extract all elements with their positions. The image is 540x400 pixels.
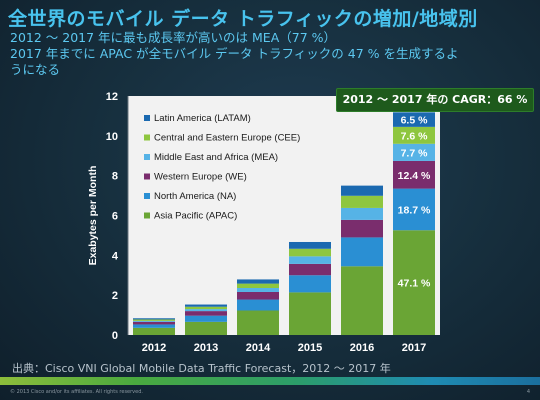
legend-label: Latin America (LATAM) [154, 113, 251, 124]
footer-color-bar [0, 377, 540, 385]
bar-segment [185, 309, 227, 312]
cagr-badge: 2012 ～ 2017 年の CAGR：66 % [336, 88, 534, 112]
data-label-2017: 47.1 % [398, 278, 431, 290]
bar-segment [393, 126, 435, 144]
y-tick-label: 6 [112, 211, 118, 223]
data-label-2017: 7.7 % [401, 147, 429, 159]
legend-swatch [144, 154, 150, 160]
bar-segment [341, 266, 383, 335]
bar-segment [237, 299, 279, 311]
bar-segment [289, 241, 331, 249]
legend-swatch [144, 134, 150, 141]
data-label-2017: 6.5 % [401, 115, 429, 127]
x-tick-label: 2012 [142, 342, 166, 354]
bar-segment [289, 275, 331, 293]
x-tick-label: 2015 [298, 342, 322, 354]
bar-segment [341, 219, 383, 238]
y-axis-title: Exabytes per Month [87, 166, 99, 266]
bar-segment [133, 321, 175, 325]
bar-segment [341, 207, 383, 220]
bar-segment [185, 304, 227, 307]
y-tick-label: 2 [112, 290, 118, 302]
legend-swatch [144, 193, 150, 199]
bar-segment [185, 315, 227, 322]
data-label-2017: 12.4 % [398, 170, 431, 182]
bar-segment [185, 311, 227, 316]
bar-segment [133, 327, 175, 335]
bar-segment [393, 112, 435, 127]
legend-label: North America (NA) [154, 191, 236, 202]
x-tick-label: 2014 [246, 342, 271, 354]
y-tick-label: 4 [112, 250, 119, 262]
data-label-2017: 7.6 % [401, 130, 429, 142]
page-number: 4 [526, 389, 530, 395]
subtitle-line-3: うになる [10, 62, 61, 77]
x-tick-label: 2017 [402, 342, 426, 354]
x-tick-label: 2016 [350, 342, 374, 354]
bar-segment [133, 324, 175, 328]
legend-label: Western Europe (WE) [154, 172, 247, 183]
data-label-2017: 18.7 % [398, 204, 431, 216]
bar-segment [341, 185, 383, 196]
bar-segment [289, 256, 331, 264]
bar-segment [237, 287, 279, 292]
y-tick-label: 8 [112, 171, 118, 183]
plot-area [128, 96, 440, 335]
y-tick-label: 0 [112, 330, 118, 342]
y-tick-label: 12 [106, 91, 118, 103]
bar-segment [237, 283, 279, 288]
bar-segment [133, 319, 175, 321]
bar-segment [393, 160, 435, 189]
bar-segment [237, 279, 279, 284]
bar-segment [393, 188, 435, 231]
bar-segment [341, 237, 383, 267]
source-note: 出典：Cisco VNI Global Mobile Data Traffic … [12, 362, 391, 375]
bar-segment [393, 230, 435, 335]
bar-segment [289, 292, 331, 335]
subtitle-line-2: 2017 年までに APAC が全モバイル データ トラフィックの 47 % を… [10, 46, 459, 61]
legend-swatch [144, 115, 150, 121]
bar-segment [289, 248, 331, 257]
subtitle-line-1: 2012 ～ 2017 年に最も成長率が高いのは MEA（77 %） [10, 30, 337, 45]
legend-label: Central and Eastern Europe (CEE) [154, 133, 300, 144]
bar-segment [133, 318, 175, 320]
legend-swatch [144, 212, 150, 219]
copyright-text: © 2013 Cisco and/or its affiliates. All … [10, 389, 143, 395]
slide-title: 全世界のモバイル データ トラフィックの増加/地域別 [8, 8, 478, 30]
bar-segment [341, 195, 383, 208]
y-tick-label: 10 [106, 131, 118, 143]
bar-segment [237, 310, 279, 335]
x-tick-label: 2013 [194, 342, 218, 354]
bar-segment [237, 291, 279, 300]
legend-label: Asia Pacific (APAC) [154, 211, 237, 222]
bar-segment [185, 321, 227, 335]
legend-swatch [144, 173, 150, 180]
legend-label: Middle East and Africa (MEA) [154, 152, 278, 163]
bar-segment [185, 306, 227, 310]
bar-segment [393, 143, 435, 161]
bar-segment [289, 263, 331, 276]
bar-segment [133, 320, 175, 322]
